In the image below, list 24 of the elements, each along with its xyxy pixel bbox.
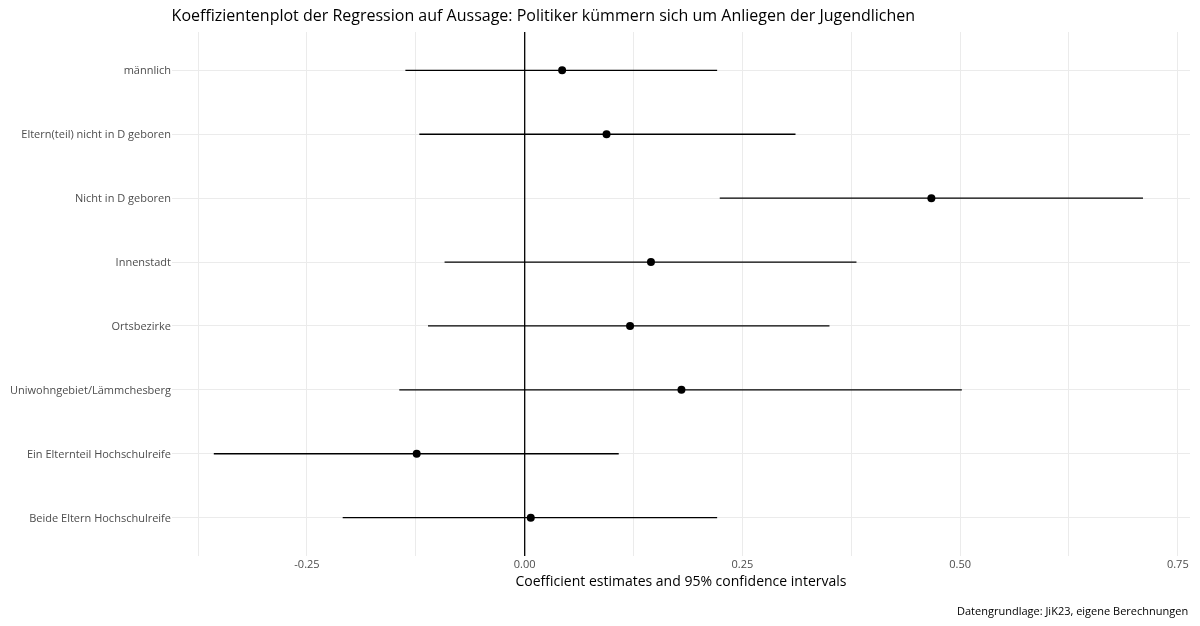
point [626,321,635,330]
point [526,513,535,522]
x-axis-title: Coefficient estimates and 95% confidence intervals [515,571,847,590]
y-tick-label: Innenstadt [115,253,172,269]
point [927,194,936,203]
point [602,130,611,139]
y-tick-label: Nicht in D geboren [75,190,171,205]
x-tick-label: 0.50 [949,556,971,571]
x-tick-label: 0.25 [731,556,754,571]
x-tick-label: 0.00 [513,556,536,571]
point [646,258,655,267]
y-tick-label: Ein Elternteil Hochschulreife [26,445,171,461]
point [677,385,686,394]
y-tick-label: Beide Eltern Hochschulreife [29,509,171,525]
point [558,66,567,75]
y-tick-label: Ortsbezirke [111,317,171,333]
chart-title: Koeffizientenplot der Regression auf Aussage: Politiker kümmern sich um Anliegen der Jugendlichen [171,3,916,26]
text: Datengrundlage: JiK23, eigene Berechnungen [957,603,1189,618]
x-tick-label: 0.75 [1166,556,1189,571]
point [412,449,421,458]
y-tick-label: männlich [123,62,171,78]
y-tick-label: Eltern(teil) nicht in D geboren [21,126,171,142]
x-tick-label: -0.25 [294,556,320,571]
y-tick-label: Uniwohngebiet/Lämmchesberg [10,381,172,397]
